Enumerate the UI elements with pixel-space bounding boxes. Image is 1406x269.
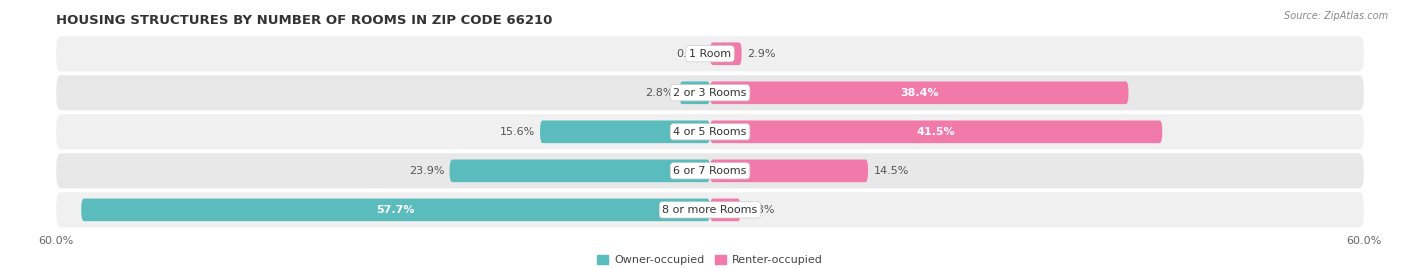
FancyBboxPatch shape <box>56 192 1364 227</box>
Text: 6 or 7 Rooms: 6 or 7 Rooms <box>673 166 747 176</box>
FancyBboxPatch shape <box>710 43 741 65</box>
Text: HOUSING STRUCTURES BY NUMBER OF ROOMS IN ZIP CODE 66210: HOUSING STRUCTURES BY NUMBER OF ROOMS IN… <box>56 14 553 27</box>
Text: 23.9%: 23.9% <box>409 166 444 176</box>
FancyBboxPatch shape <box>56 114 1364 149</box>
FancyBboxPatch shape <box>56 75 1364 110</box>
FancyBboxPatch shape <box>710 82 1129 104</box>
Text: 4 or 5 Rooms: 4 or 5 Rooms <box>673 127 747 137</box>
FancyBboxPatch shape <box>450 160 710 182</box>
Text: 0.0%: 0.0% <box>676 49 704 59</box>
FancyBboxPatch shape <box>710 199 741 221</box>
Text: 14.5%: 14.5% <box>873 166 908 176</box>
Text: 2.9%: 2.9% <box>747 49 776 59</box>
Text: 15.6%: 15.6% <box>499 127 534 137</box>
Text: Source: ZipAtlas.com: Source: ZipAtlas.com <box>1284 11 1388 21</box>
Text: 8 or more Rooms: 8 or more Rooms <box>662 205 758 215</box>
Text: 57.7%: 57.7% <box>377 205 415 215</box>
Text: 1 Room: 1 Room <box>689 49 731 59</box>
FancyBboxPatch shape <box>710 121 1163 143</box>
FancyBboxPatch shape <box>56 153 1364 188</box>
Text: 2.8%: 2.8% <box>747 205 775 215</box>
FancyBboxPatch shape <box>710 160 868 182</box>
Legend: Owner-occupied, Renter-occupied: Owner-occupied, Renter-occupied <box>593 250 827 269</box>
Text: 41.5%: 41.5% <box>917 127 956 137</box>
Text: 2.8%: 2.8% <box>645 88 673 98</box>
FancyBboxPatch shape <box>679 82 710 104</box>
Text: 2 or 3 Rooms: 2 or 3 Rooms <box>673 88 747 98</box>
FancyBboxPatch shape <box>82 199 710 221</box>
FancyBboxPatch shape <box>540 121 710 143</box>
Text: 38.4%: 38.4% <box>900 88 939 98</box>
FancyBboxPatch shape <box>56 36 1364 71</box>
